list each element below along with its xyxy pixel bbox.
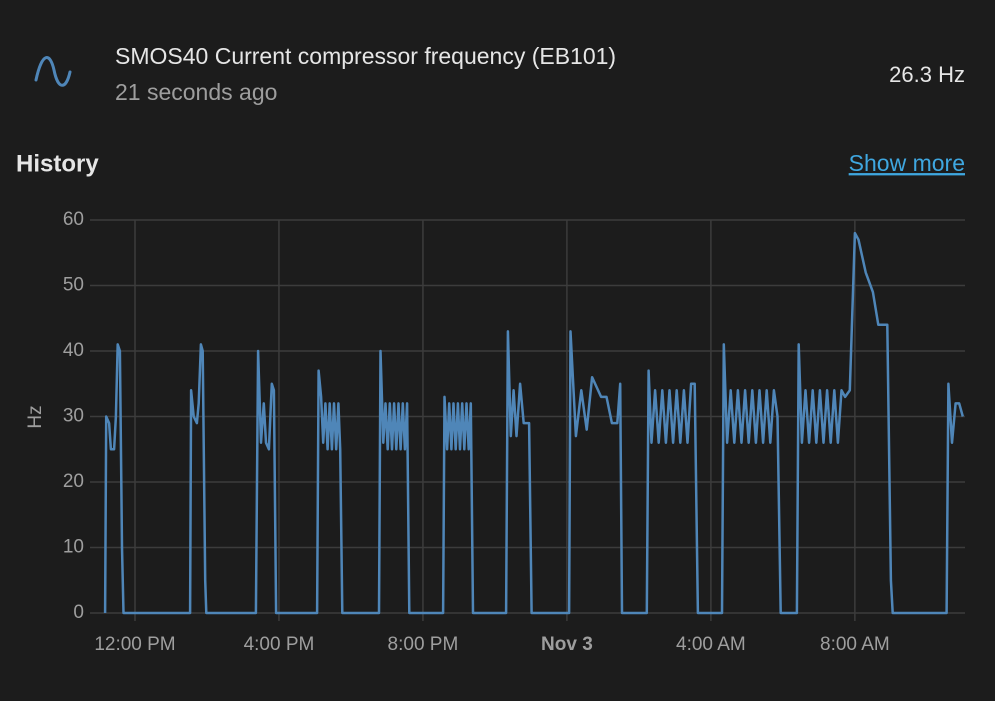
x-tick-label: 8:00 AM bbox=[820, 634, 890, 655]
show-more-link[interactable]: Show more bbox=[849, 150, 965, 176]
last-changed: 21 seconds ago bbox=[115, 79, 277, 105]
y-tick-label: 20 bbox=[63, 471, 84, 492]
x-tick-label: 4:00 AM bbox=[676, 634, 746, 655]
sine-icon bbox=[34, 56, 72, 87]
history-title: History bbox=[16, 150, 99, 177]
y-axis-label: Hz bbox=[25, 405, 46, 428]
entity-state: 26.3 Hz bbox=[889, 62, 965, 87]
x-tick-label: Nov 3 bbox=[541, 634, 593, 655]
entity-title: SMOS40 Current compressor frequency (EB1… bbox=[115, 43, 616, 69]
y-tick-label: 10 bbox=[63, 537, 84, 558]
y-tick-label: 50 bbox=[63, 275, 84, 296]
data-line bbox=[103, 231, 965, 615]
y-tick-label: 0 bbox=[73, 602, 84, 623]
y-tick-label: 30 bbox=[63, 406, 84, 427]
x-tick-label: 8:00 PM bbox=[388, 634, 459, 655]
y-tick-label: 60 bbox=[63, 209, 84, 230]
x-tick-label: 4:00 PM bbox=[244, 634, 315, 655]
y-tick-label: 40 bbox=[63, 340, 84, 361]
x-tick-label: 12:00 PM bbox=[94, 634, 175, 655]
